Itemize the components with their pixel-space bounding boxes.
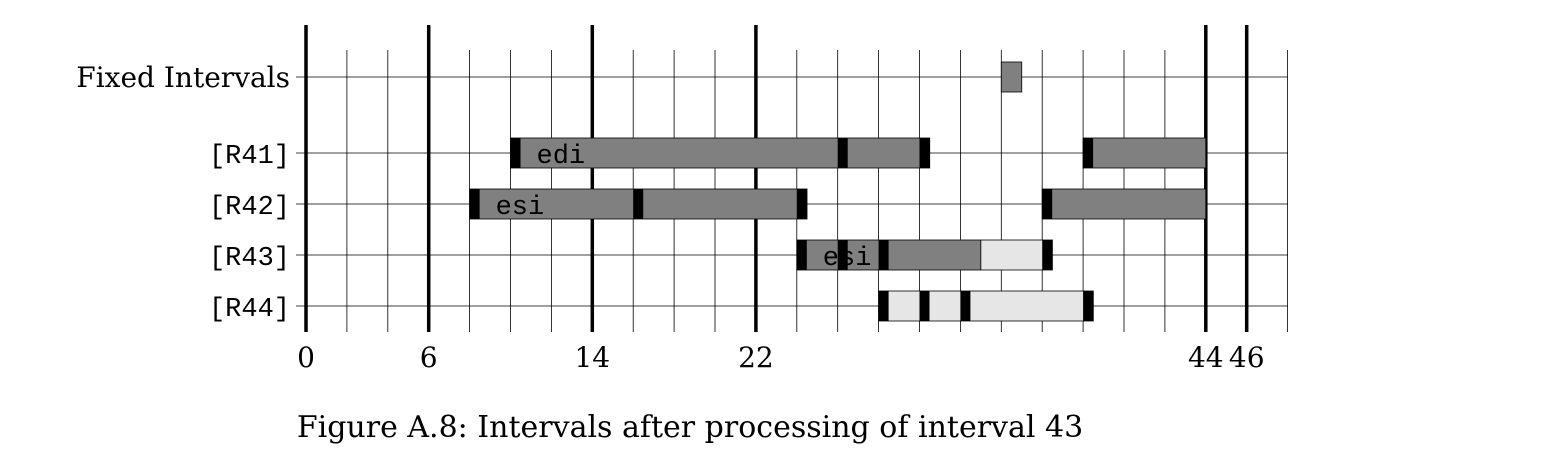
assigned-segment <box>510 137 931 169</box>
row-label: Fixed Intervals <box>76 61 290 94</box>
figure-caption: Figure A.8: Intervals after processing o… <box>297 410 1083 445</box>
assigned-segment <box>1041 188 1207 220</box>
assigned-segment <box>1000 61 1023 93</box>
use-position-marker <box>510 138 521 168</box>
spilled-segment <box>878 290 1094 322</box>
row-label: [R44] <box>209 295 290 325</box>
use-position-marker <box>469 189 480 219</box>
row-label: [R43] <box>209 244 290 274</box>
tick-label: 46 <box>1229 341 1265 374</box>
row-label: [R42] <box>209 193 290 223</box>
interval-bars: edi esi esi <box>469 61 1207 322</box>
grid <box>296 25 1288 332</box>
use-position-marker <box>837 240 848 270</box>
row-label: [R41] <box>209 142 290 172</box>
use-position-marker <box>960 291 971 321</box>
use-position-marker <box>796 240 807 270</box>
use-position-marker <box>1083 291 1094 321</box>
use-position-marker <box>878 240 889 270</box>
tick-label: 6 <box>420 341 438 374</box>
tick-label: 14 <box>574 341 610 374</box>
use-position-marker <box>1042 189 1053 219</box>
register-label: edi <box>537 142 586 172</box>
use-position-marker <box>633 189 644 219</box>
spilled-segment <box>980 239 1053 271</box>
axis-tick-labels: 0 6 14 22 44 46 <box>297 341 1264 374</box>
register-label: esi <box>823 244 872 274</box>
use-position-marker <box>919 291 930 321</box>
assigned-segment <box>1082 137 1207 169</box>
tick-label: 0 <box>297 341 315 374</box>
row-labels: Fixed Intervals [R41] [R42] [R43] [R44] <box>76 61 290 325</box>
use-position-marker <box>919 138 930 168</box>
use-position-marker <box>796 189 807 219</box>
use-position-marker <box>1042 240 1053 270</box>
tick-label: 22 <box>738 341 774 374</box>
use-position-marker <box>878 291 889 321</box>
tick-label: 44 <box>1188 341 1224 374</box>
use-position-marker <box>1083 138 1094 168</box>
use-position-marker <box>837 138 848 168</box>
register-label: esi <box>496 193 545 223</box>
